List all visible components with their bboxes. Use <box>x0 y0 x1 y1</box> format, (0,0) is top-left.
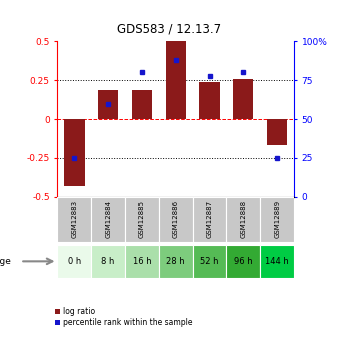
Bar <box>57 197 91 241</box>
Bar <box>260 245 294 278</box>
Text: 28 h: 28 h <box>166 257 185 266</box>
Bar <box>125 197 159 241</box>
Text: 8 h: 8 h <box>101 257 115 266</box>
Bar <box>91 245 125 278</box>
Bar <box>260 197 294 241</box>
Bar <box>166 41 186 119</box>
Bar <box>125 245 159 278</box>
Text: 96 h: 96 h <box>234 257 253 266</box>
Text: GSM12886: GSM12886 <box>173 200 179 238</box>
Bar <box>226 197 260 241</box>
Bar <box>98 89 118 119</box>
Text: 16 h: 16 h <box>132 257 151 266</box>
Bar <box>132 89 152 119</box>
Text: GSM12883: GSM12883 <box>71 200 77 238</box>
Text: GDS583 / 12.13.7: GDS583 / 12.13.7 <box>117 22 221 36</box>
Bar <box>193 197 226 241</box>
Bar <box>64 119 84 186</box>
Text: GSM12887: GSM12887 <box>207 200 213 238</box>
Bar <box>199 82 220 119</box>
Text: 144 h: 144 h <box>265 257 289 266</box>
Text: GSM12889: GSM12889 <box>274 200 280 238</box>
Text: 52 h: 52 h <box>200 257 219 266</box>
Bar <box>57 245 91 278</box>
Text: GSM12888: GSM12888 <box>240 200 246 238</box>
Bar <box>91 197 125 241</box>
Bar <box>193 245 226 278</box>
Bar <box>267 119 287 146</box>
Bar <box>233 79 254 119</box>
Bar <box>226 245 260 278</box>
Text: age: age <box>0 257 12 266</box>
Bar <box>159 197 193 241</box>
Text: 0 h: 0 h <box>68 257 81 266</box>
Bar <box>159 245 193 278</box>
Text: GSM12885: GSM12885 <box>139 200 145 238</box>
Legend: log ratio, percentile rank within the sample: log ratio, percentile rank within the sa… <box>54 307 192 327</box>
Text: GSM12884: GSM12884 <box>105 200 111 238</box>
